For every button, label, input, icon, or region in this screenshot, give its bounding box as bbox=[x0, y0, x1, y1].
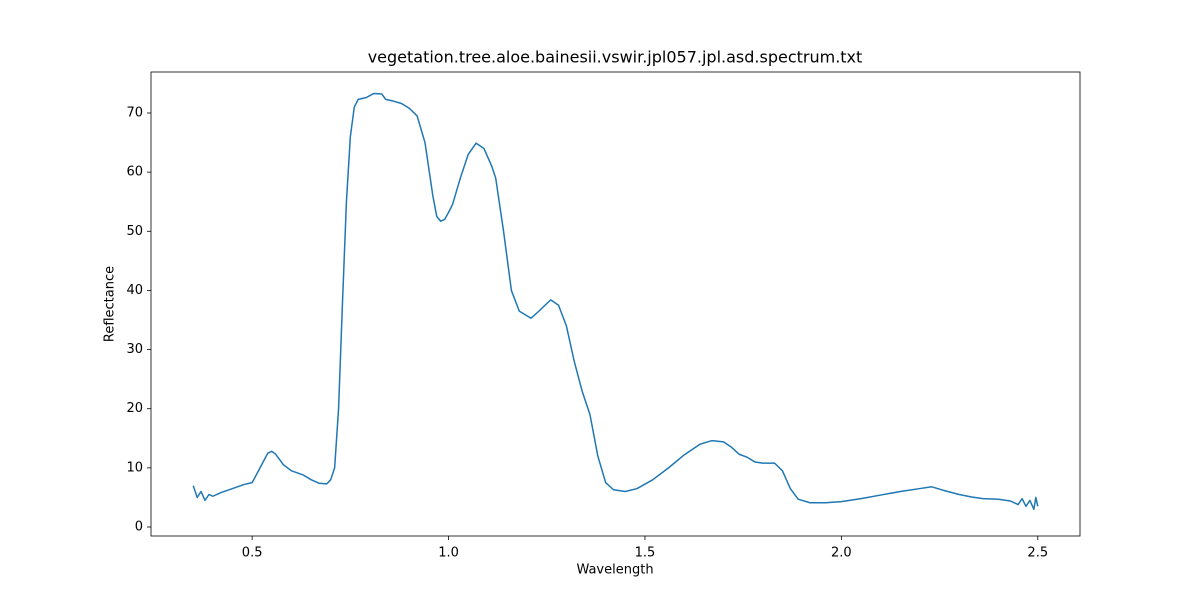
y-tick-label: 10 bbox=[126, 460, 143, 475]
x-tick-label: 2.0 bbox=[831, 546, 852, 561]
plot-frame bbox=[150, 71, 1081, 537]
x-tick-label: 2.5 bbox=[1027, 546, 1048, 561]
data-line bbox=[192, 92, 1039, 511]
x-axis-label: Wavelength bbox=[576, 563, 653, 578]
chart-title: vegetation.tree.aloe.bainesii.vswir.jpl0… bbox=[368, 48, 863, 67]
y-tick-label: 20 bbox=[126, 401, 143, 416]
y-tick-label: 30 bbox=[126, 342, 143, 357]
y-tick-label: 60 bbox=[126, 165, 143, 180]
y-tick-label: 0 bbox=[135, 520, 143, 535]
y-tick-label: 40 bbox=[126, 283, 143, 298]
x-tick-label: 0.5 bbox=[242, 546, 263, 561]
x-tick-label: 1.0 bbox=[438, 546, 459, 561]
y-tick-label: 50 bbox=[126, 224, 143, 239]
y-tick-label: 70 bbox=[126, 105, 143, 120]
x-tick-label: 1.5 bbox=[635, 546, 656, 561]
y-axis-label: Reflectance bbox=[103, 266, 118, 342]
